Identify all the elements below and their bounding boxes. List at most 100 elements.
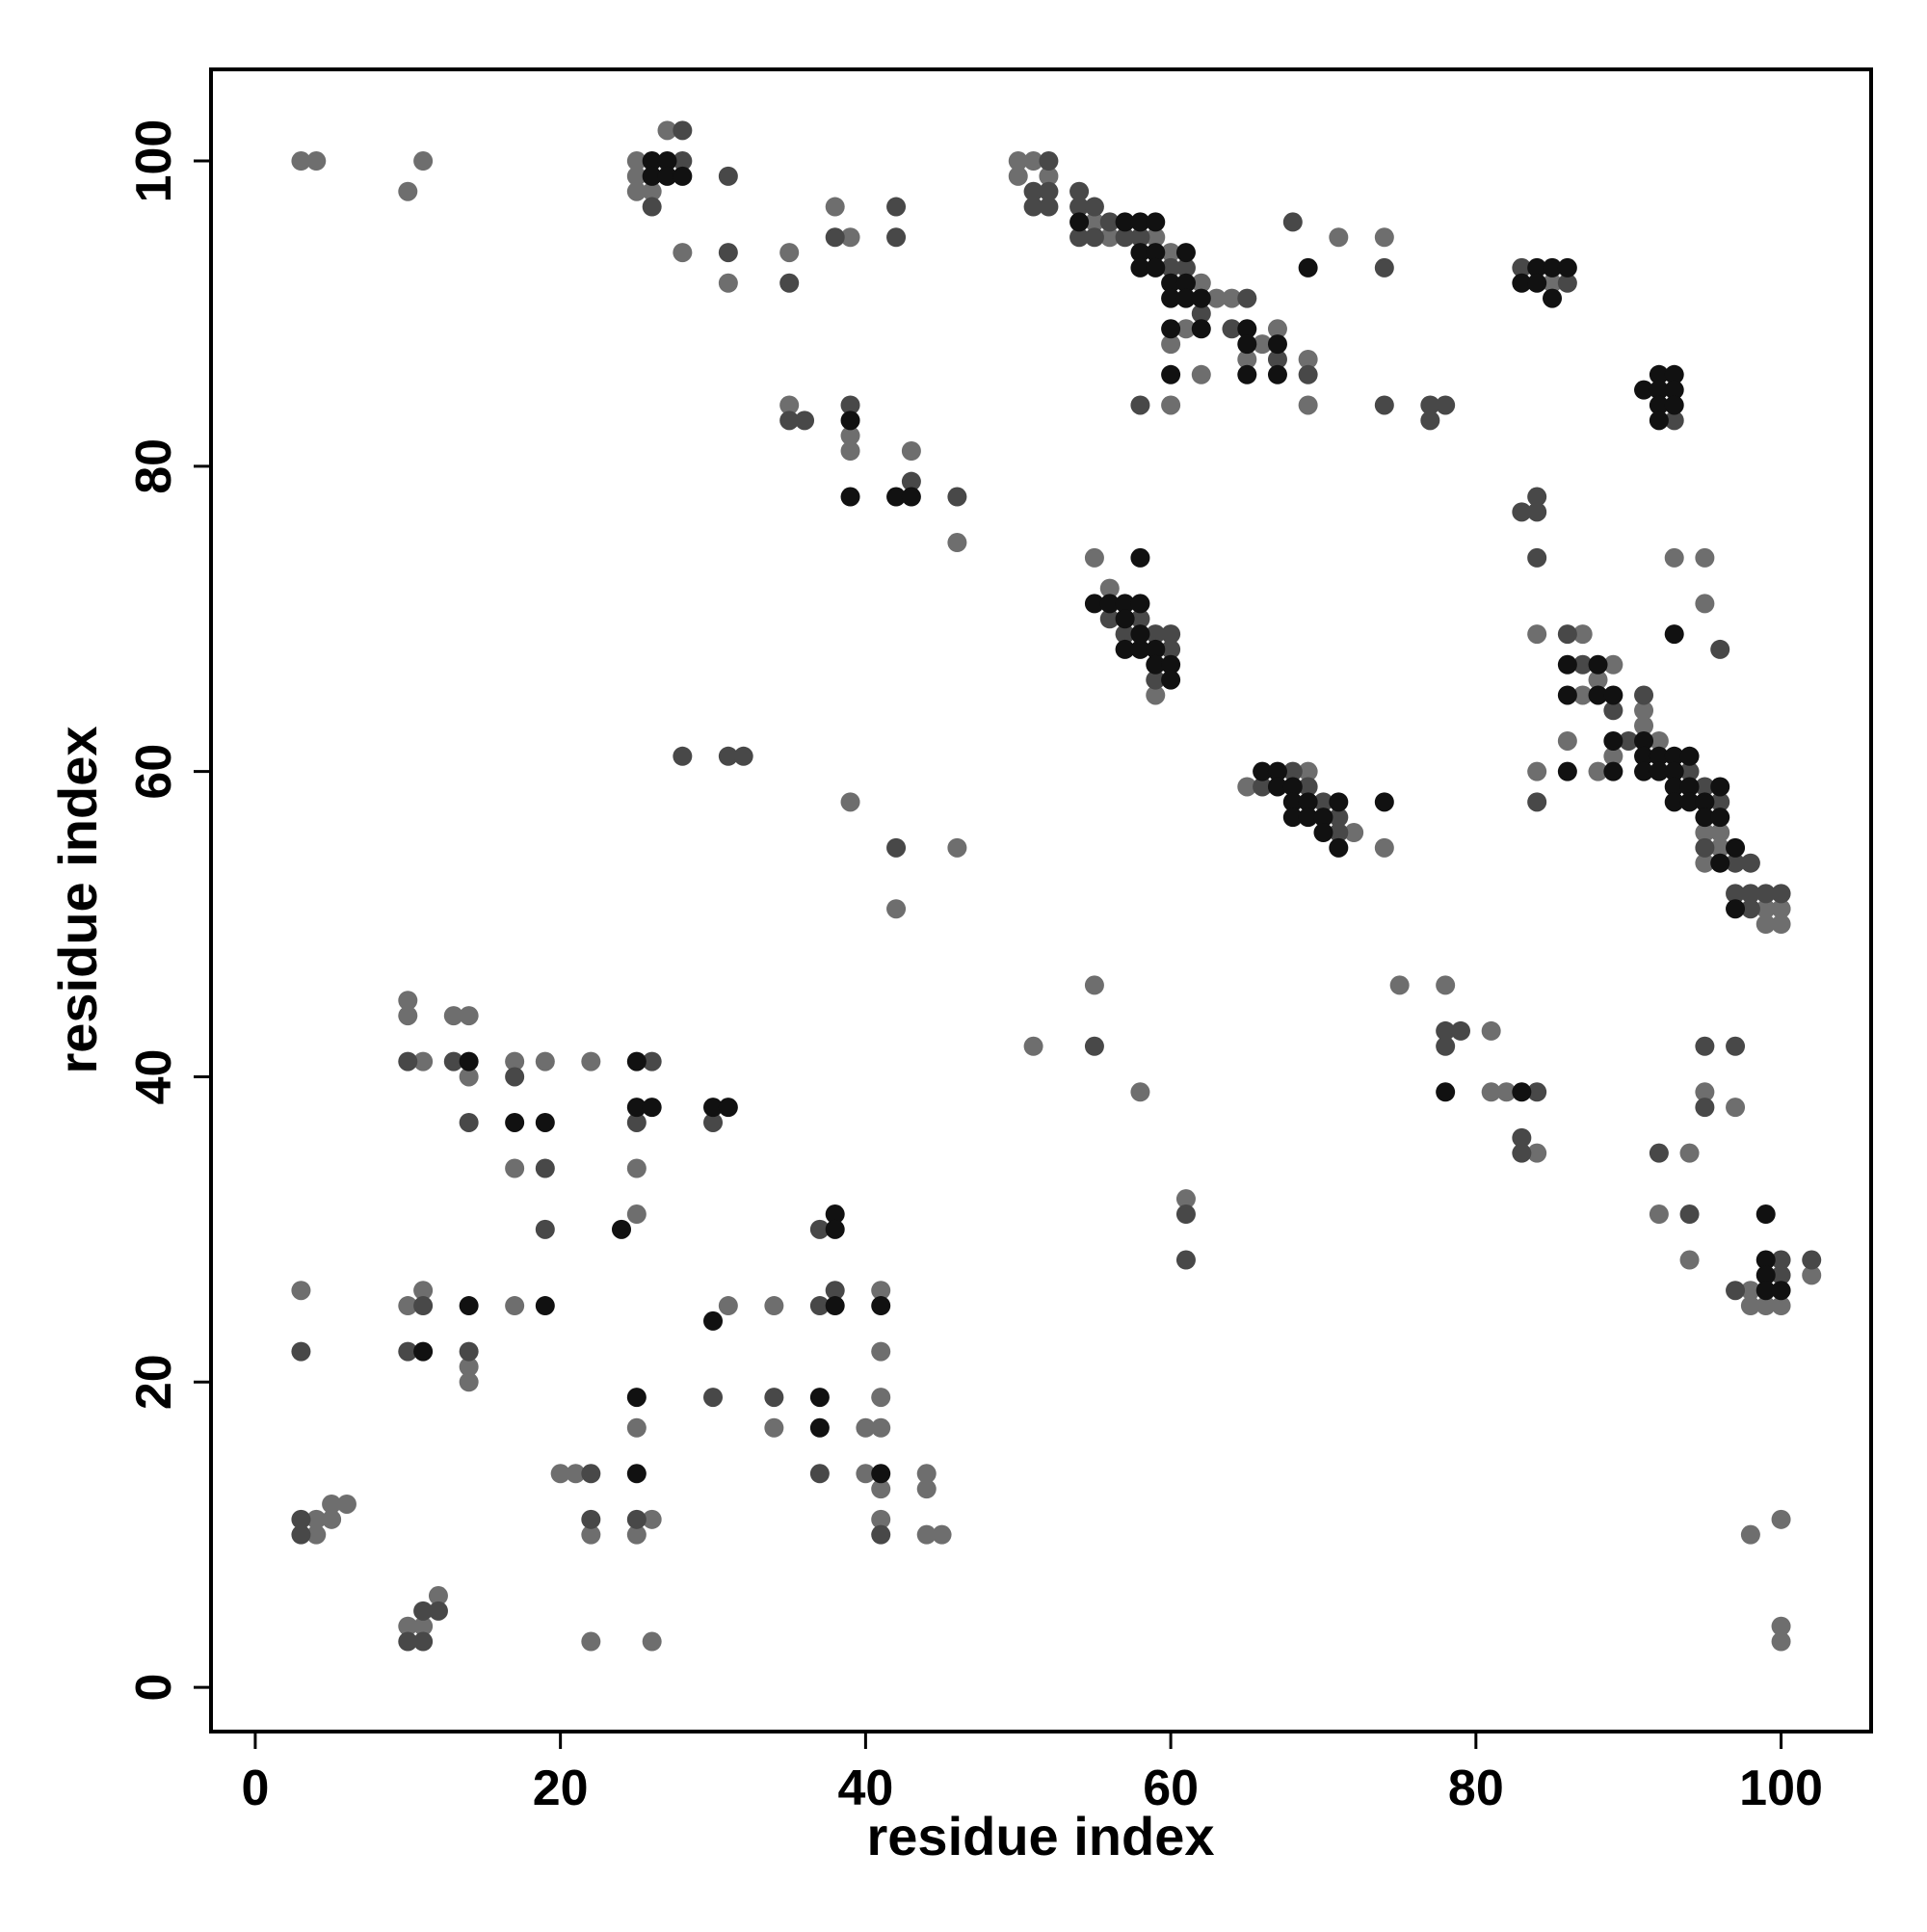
contact-point xyxy=(626,1051,647,1072)
contact-point xyxy=(642,1051,662,1072)
contact-point xyxy=(718,273,738,293)
contact-point xyxy=(703,1388,724,1408)
y-axis-title: residue index xyxy=(47,726,108,1073)
contact-point xyxy=(1175,257,1196,278)
contact-point xyxy=(1374,227,1394,248)
contact-point xyxy=(1191,273,1211,293)
contact-point xyxy=(1695,1036,1715,1056)
contact-point xyxy=(809,1388,830,1408)
contact-point xyxy=(779,243,800,263)
contact-point xyxy=(779,410,800,431)
contact-point xyxy=(1527,502,1547,522)
contact-point xyxy=(1557,685,1577,705)
contact-point xyxy=(1237,364,1257,384)
contact-point xyxy=(1008,151,1028,172)
contact-point xyxy=(1237,334,1257,355)
contact-point xyxy=(1512,273,1532,293)
contact-point xyxy=(1267,349,1287,369)
contact-point xyxy=(871,1464,891,1484)
contact-point xyxy=(505,1112,525,1132)
contact-point xyxy=(1649,364,1669,384)
contact-point xyxy=(1679,777,1700,797)
contact-point xyxy=(1420,395,1440,415)
contact-point xyxy=(1084,197,1104,217)
contact-point xyxy=(1039,151,1059,172)
contact-point xyxy=(1130,257,1150,278)
contact-point xyxy=(1161,395,1181,415)
contact-point xyxy=(1634,701,1654,721)
contact-point xyxy=(1512,1143,1532,1163)
contact-point xyxy=(1740,899,1760,919)
contact-point xyxy=(505,1158,525,1178)
contact-point xyxy=(1329,807,1349,828)
contact-point xyxy=(1146,257,1166,278)
contact-point xyxy=(1726,853,1746,873)
contact-point xyxy=(1161,624,1181,645)
contact-point xyxy=(413,1616,434,1636)
contact-point xyxy=(1161,243,1181,263)
contact-point xyxy=(1298,349,1318,369)
contact-point xyxy=(1389,975,1410,995)
contact-point xyxy=(1069,227,1090,248)
contact-point xyxy=(947,533,967,553)
contact-point xyxy=(291,1524,311,1545)
contact-point xyxy=(1130,243,1150,263)
contact-point xyxy=(1175,1204,1196,1225)
contact-point xyxy=(1282,761,1303,781)
contact-point xyxy=(1130,212,1150,232)
contact-point xyxy=(1557,257,1577,278)
contact-point xyxy=(566,1464,586,1484)
contact-point xyxy=(1695,594,1715,614)
contact-point xyxy=(1695,807,1715,828)
contact-point xyxy=(1436,975,1456,995)
contact-point xyxy=(1253,777,1273,797)
contact-point xyxy=(505,1296,525,1316)
contact-point xyxy=(840,441,860,462)
contact-point xyxy=(1267,761,1287,781)
contact-point xyxy=(1664,624,1684,645)
contact-point xyxy=(673,120,693,141)
contact-point xyxy=(1175,288,1196,308)
contact-point xyxy=(856,1417,876,1438)
contact-point xyxy=(1634,685,1654,705)
contact-point xyxy=(642,181,662,201)
contact-point xyxy=(398,991,418,1011)
contact-point xyxy=(306,1524,327,1545)
contact-point xyxy=(1175,1189,1196,1209)
contact-point xyxy=(1161,257,1181,278)
contact-point xyxy=(626,166,647,186)
contact-point xyxy=(413,1296,434,1316)
contact-point xyxy=(1282,212,1303,232)
contact-point xyxy=(1664,380,1684,400)
contact-point xyxy=(1481,1082,1501,1102)
contact-point xyxy=(1253,334,1273,355)
contact-point xyxy=(1726,1036,1746,1056)
contact-point xyxy=(871,1479,891,1499)
contact-point xyxy=(306,151,327,172)
contact-point xyxy=(1130,227,1150,248)
contact-point xyxy=(1649,1204,1669,1225)
contact-point xyxy=(1191,319,1211,339)
contact-point xyxy=(1084,547,1104,568)
contact-point xyxy=(306,1509,327,1529)
contact-point xyxy=(1619,730,1639,751)
contact-point xyxy=(626,1388,647,1408)
contact-point xyxy=(779,273,800,293)
contact-point xyxy=(642,1098,662,1118)
contact-point xyxy=(718,166,738,186)
contact-point xyxy=(840,227,860,248)
contact-point xyxy=(1634,730,1654,751)
contact-point xyxy=(1253,761,1273,781)
contact-point xyxy=(1755,1250,1776,1270)
contact-point xyxy=(1039,166,1059,186)
contact-point xyxy=(1679,1250,1700,1270)
contact-point xyxy=(1755,1281,1776,1301)
contact-point xyxy=(1771,1631,1791,1652)
contact-point xyxy=(1664,777,1684,797)
contact-point xyxy=(1649,380,1669,400)
contact-point xyxy=(886,487,907,507)
contact-point xyxy=(413,1601,434,1621)
contact-point xyxy=(626,1112,647,1132)
contact-point xyxy=(459,1112,479,1132)
contact-point xyxy=(459,1296,479,1316)
